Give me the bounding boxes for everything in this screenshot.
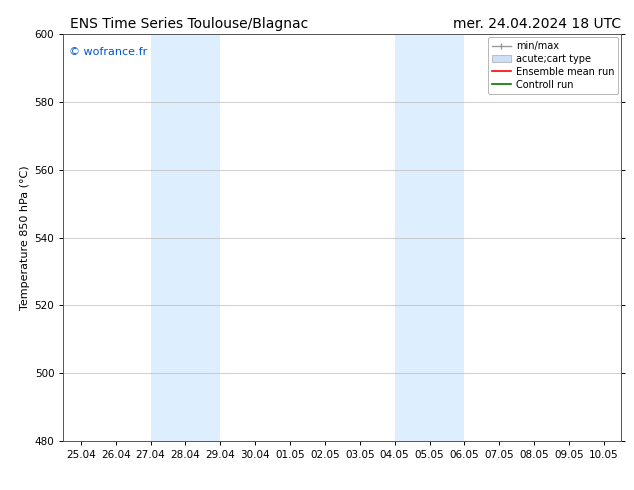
- Bar: [150, 34, 221, 441]
- Bar: [394, 34, 464, 441]
- Text: ENS Time Series Toulouse/Blagnac: ENS Time Series Toulouse/Blagnac: [70, 17, 308, 31]
- Legend: min/max, acute;cart type, Ensemble mean run, Controll run: min/max, acute;cart type, Ensemble mean …: [488, 37, 618, 94]
- Text: © wofrance.fr: © wofrance.fr: [69, 47, 147, 56]
- Title: ENS Time Series Toulouse/Blagnac        mer. 24.04.2024 18 UTC: ENS Time Series Toulouse/Blagnac mer. 24…: [0, 489, 1, 490]
- Y-axis label: Temperature 850 hPa (°C): Temperature 850 hPa (°C): [20, 165, 30, 310]
- Text: mer. 24.04.2024 18 UTC: mer. 24.04.2024 18 UTC: [453, 17, 621, 31]
